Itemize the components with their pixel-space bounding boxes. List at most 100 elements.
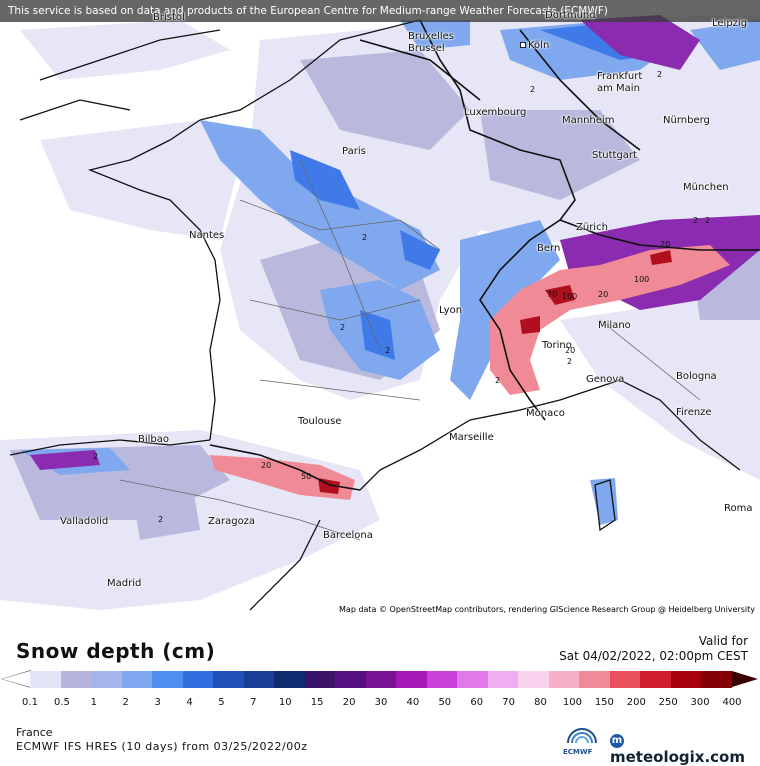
colorbar-swatch [365,671,397,688]
colorbar-tick-label: 100 [562,697,582,708]
coastlines [9,19,741,611]
colorbar-swatch [487,671,519,688]
colorbar-tick-label: 3 [154,697,161,708]
brand-label: meteologix.com [610,748,745,766]
colorbar-swatch [304,671,336,688]
colorbar-tick-label: 1 [90,697,97,708]
contour-label: 2 [495,376,501,385]
city-label-monaco: Monaco [526,408,565,419]
contour-label: 20 [660,240,671,249]
city-label-torino: Torino [542,340,572,351]
contour-label: 2 [93,452,99,461]
contour-label: 20 [598,290,609,299]
city-label-bruxelles: Bruxelles Brussel [408,31,454,54]
city-label-munchen: München [683,182,729,193]
colorbar [30,671,732,688]
colorbar-swatch [213,671,244,688]
colorbar-swatch [609,671,641,688]
colorbar-swatch [701,671,732,688]
city-label-barcelona: Barcelona [323,530,373,541]
city-label-milano: Milano [598,320,631,331]
contour-label: 20 [565,346,576,355]
colorbar-min-arrow [2,671,30,687]
city-label-marseille: Marseille [449,432,494,443]
city-label-dortmund: Dortmund [545,10,596,21]
city-label-bern: Bern [537,243,561,254]
contour-label: 100 [634,275,650,284]
colorbar-tick-label: 20 [342,697,356,708]
contour-label: 2 [385,346,391,355]
city-label-bilbao: Bilbao [138,434,170,445]
colorbar-tick-label: 2 [122,697,129,708]
contour-label: 2 [362,233,368,242]
city-label-nantes: Nantes [189,230,225,241]
colorbar-tick-label: 10 [278,697,292,708]
colorbar-tick-label: 150 [594,697,614,708]
colorbar-tick-label: 4 [186,697,193,708]
country-borders [209,19,760,491]
colorbar-swatch [243,671,275,688]
contour-label: 2 [567,357,573,366]
city-label-toulouse: Toulouse [298,416,342,427]
contour-label: 100 [562,292,578,301]
colorbar-max-arrow [732,671,758,687]
map-attribution: Map data © OpenStreetMap contributors, r… [336,604,758,615]
colorbar-swatch [548,671,580,688]
colorbar-tick-label: 400 [722,697,742,708]
colorbar-tick-label: 7 [250,697,257,708]
city-marker [520,42,526,48]
colorbar-ticks: 0.1 0.5 1 2 3 4 5 7 10 15 20 30 40 50 60 70 80 100 150 200 2… [16,697,756,711]
colorbar-swatch [274,671,305,688]
contour-label: 2 [693,216,699,225]
city-label-leipzig: Leipzig [712,18,748,29]
colorbar-tick-label: 0.5 [53,697,70,708]
colorbar-tick-label: 200 [626,697,646,708]
meteologix-logo-icon: m [610,734,624,748]
colorbar-swatch [518,671,549,688]
contour-label: 20 [261,461,272,470]
city-label-mannheim: Mannheim [562,115,615,126]
region-label: France [16,726,53,739]
contour-label: 2 [657,70,663,79]
colorbar-tick-label: 5 [218,697,225,708]
colorbar-swatch [670,671,702,688]
city-label-roma: Roma [724,503,753,514]
colorbar-swatch [91,671,122,688]
colorbar-swatch [152,671,183,688]
colorbar-tick-label: 300 [690,697,710,708]
colorbar-swatch [335,671,366,688]
city-label-bologna: Bologna [676,371,717,382]
city-label-luxembourg: Luxembourg [464,107,527,118]
colorbar-tick-label: 60 [470,697,484,708]
city-label-firenze: Firenze [676,407,712,418]
colorbar-tick-label: 0.1 [22,697,38,708]
city-label-bristol: Bristol [153,12,185,23]
colorbar-swatch [426,671,458,688]
map-canvas [0,15,760,611]
city-label-nurnberg: Nürnberg [663,115,710,126]
colorbar-tick-label: 40 [406,697,420,708]
city-label-madrid: Madrid [107,578,142,589]
city-label-valladolid: Valladolid [60,516,109,527]
colorbar-swatch [30,671,61,688]
colorbar-tick-label: 70 [502,697,515,708]
ecmwf-notice: This service is based on data and produc… [0,0,760,22]
colorbar-tick-label: 80 [534,697,547,708]
colorbar-tick-label: 15 [310,697,324,708]
colorbar-tick-label: 30 [374,697,388,708]
contour-label: 50 [301,472,312,481]
legend-panel: Snow depth (cm) Valid for Sat 04/02/2022… [0,617,760,766]
admin-borders [119,159,701,541]
contour-label: 2 [340,323,346,332]
valid-label: Valid for [698,634,748,648]
city-label-frankfurt: Frankfurt am Main [597,71,643,94]
colorbar-swatch [60,671,92,688]
colorbar-swatch [640,671,671,688]
snow-layer-pink [210,245,730,500]
ecmwf-logo-icon [567,728,597,744]
map[interactable]: This service is based on data and produc… [0,0,760,617]
colorbar-swatch [396,671,427,688]
model-run-label: ECMWF IFS HRES (10 days) from 03/25/2022… [16,740,308,753]
colorbar-swatch [457,671,488,688]
meteologix-brand[interactable]: mmeteologix.com [610,730,760,766]
